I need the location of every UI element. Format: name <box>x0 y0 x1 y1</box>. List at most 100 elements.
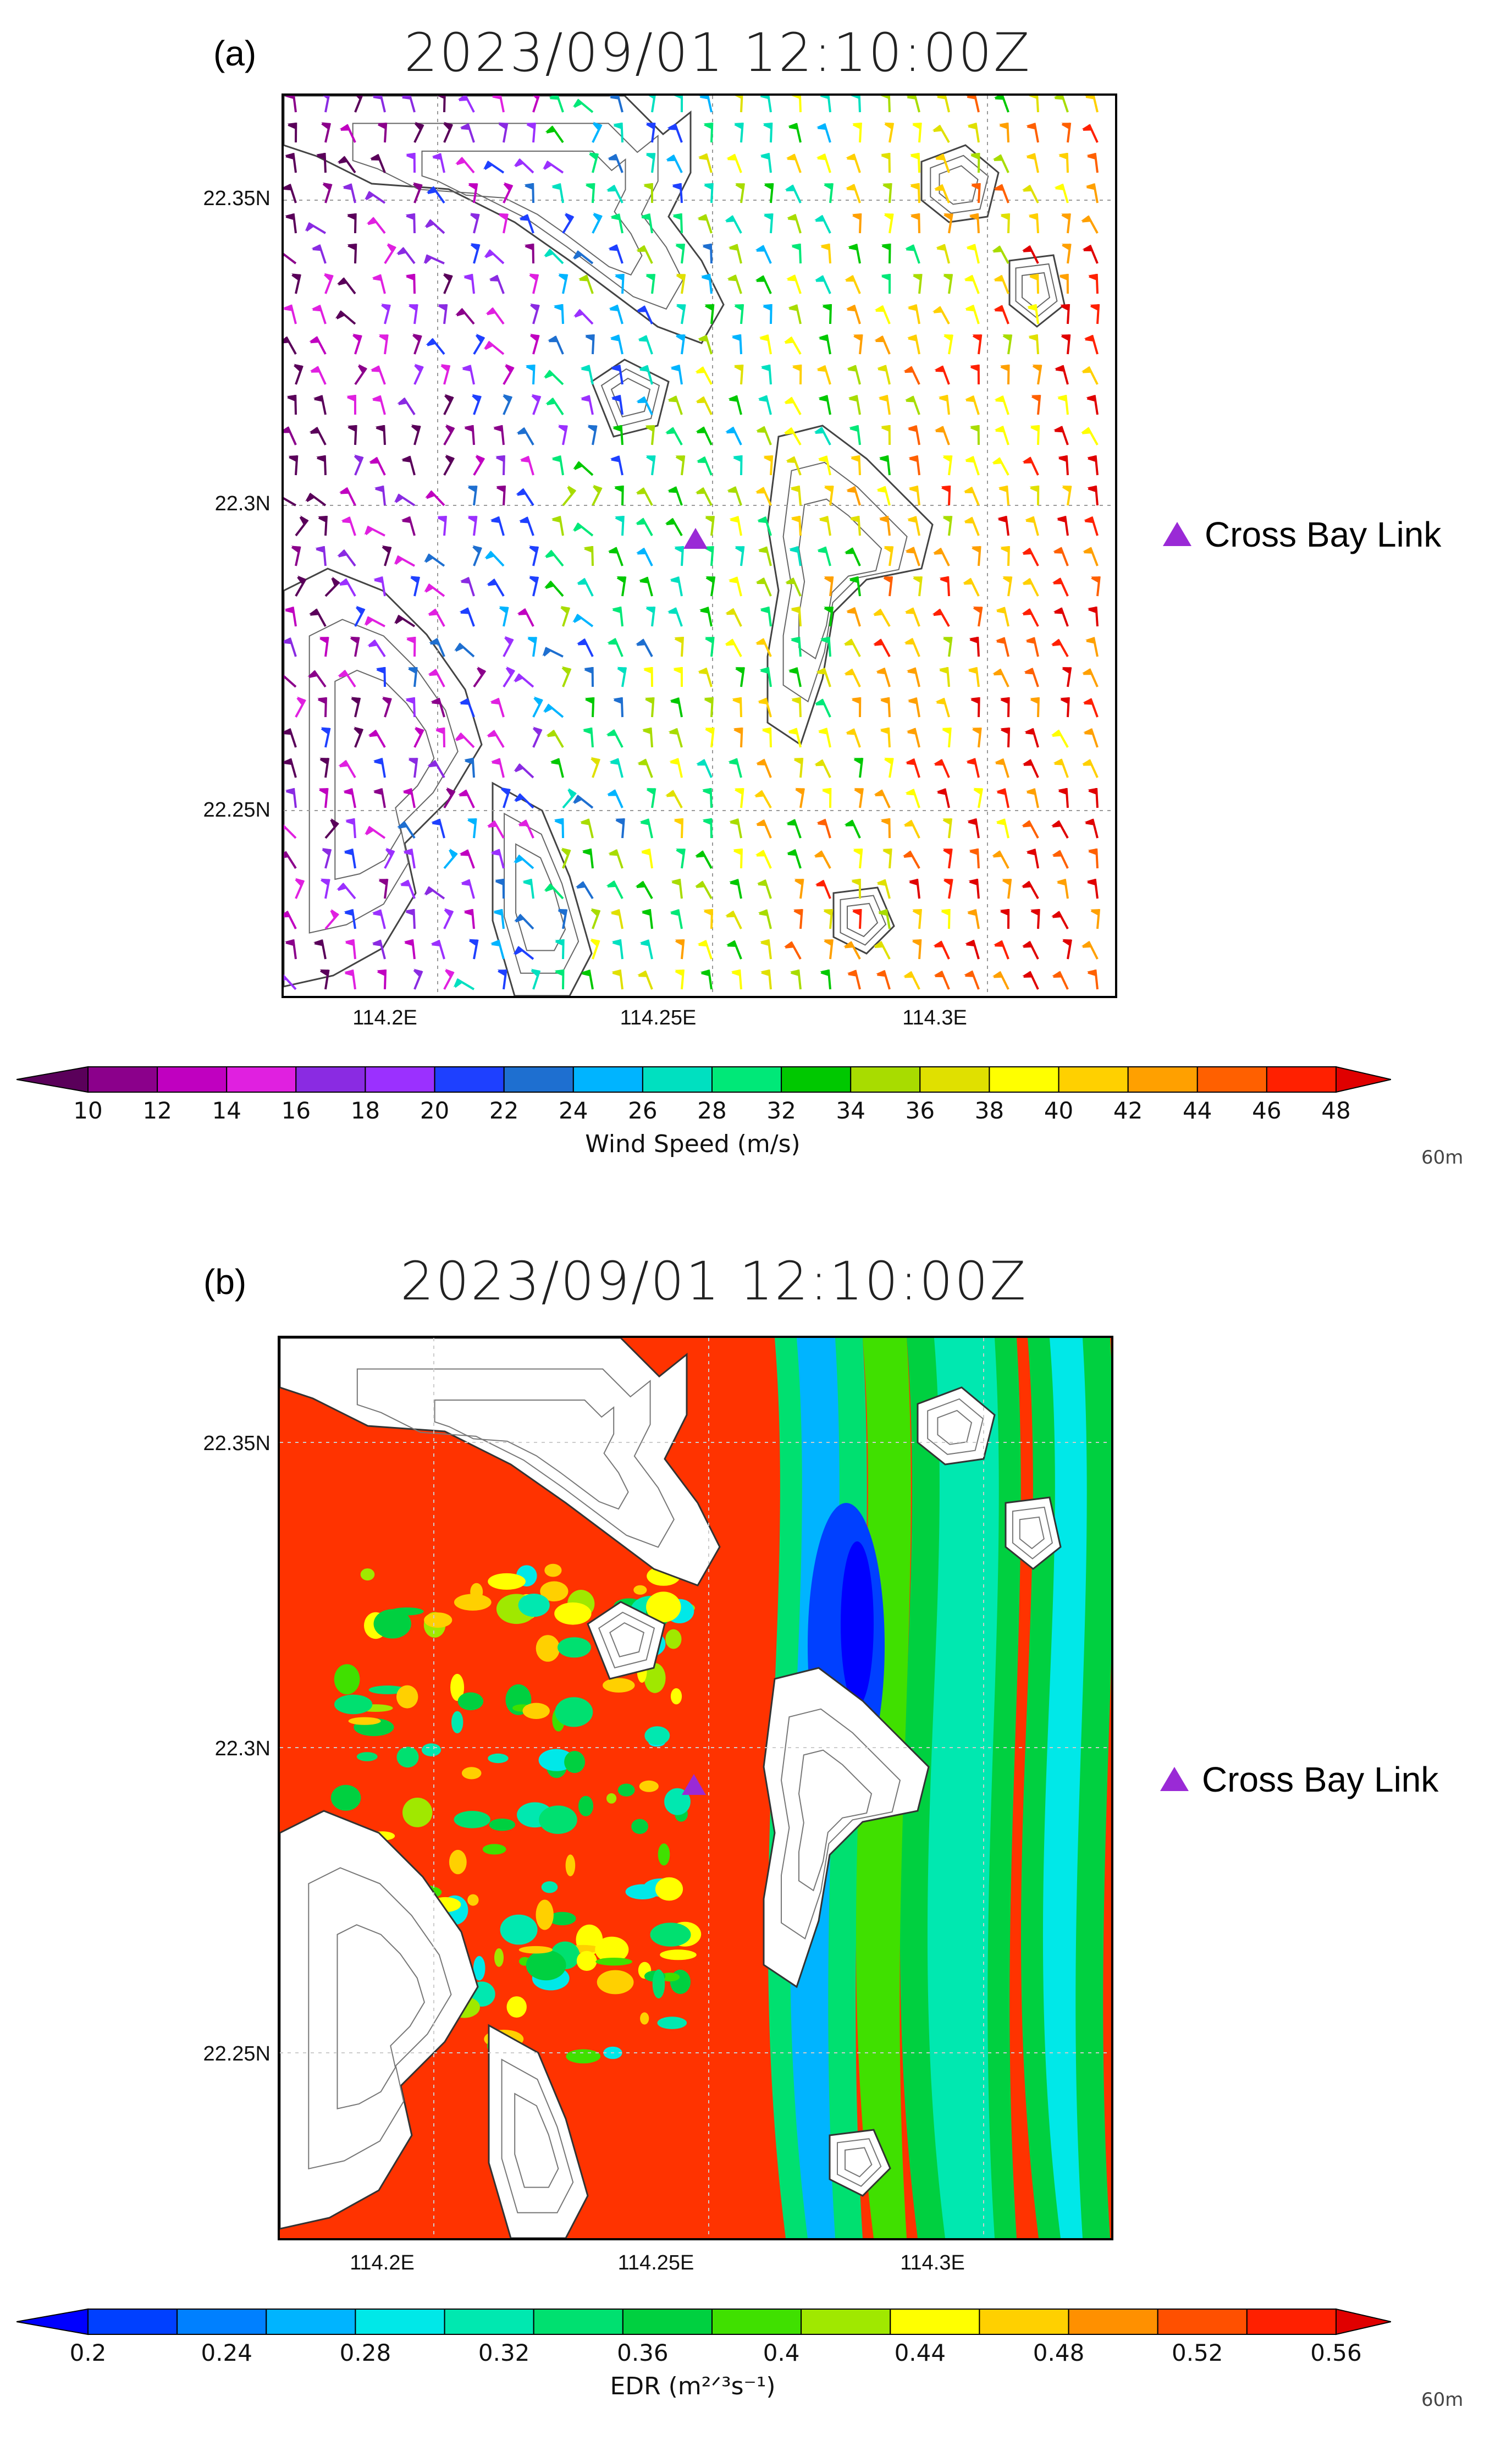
wind-barb <box>405 908 416 929</box>
wind-barb <box>991 457 1009 476</box>
wind-barb <box>882 183 892 203</box>
wind-barb <box>850 96 861 113</box>
wind-barb <box>461 365 475 385</box>
wind-barb <box>503 394 513 415</box>
land-area <box>488 2024 589 2238</box>
wind-barb <box>495 485 506 506</box>
edr-patch <box>576 1951 597 1971</box>
wind-barb <box>614 273 625 294</box>
wind-barb <box>733 727 743 748</box>
wind-barb <box>401 96 416 113</box>
wind-barb <box>288 455 299 476</box>
wind-barb <box>790 606 802 627</box>
wind-barb <box>904 607 920 627</box>
wind-barb <box>853 788 864 808</box>
wind-barb <box>578 274 594 294</box>
wind-barb <box>554 818 564 839</box>
wind-barb <box>460 577 475 597</box>
wind-barb <box>823 607 834 627</box>
wind-barb <box>1057 787 1069 808</box>
colorbar-tick-label: 12 <box>142 1097 172 1124</box>
wind-barb <box>1024 728 1039 748</box>
wind-barb <box>294 363 303 385</box>
legend-entry: Cross Bay Link <box>1163 514 1441 555</box>
wind-barb <box>583 546 594 566</box>
wind-barb <box>935 697 950 718</box>
wind-barb <box>372 939 386 960</box>
edr-patch <box>506 1996 527 2018</box>
wind-barb <box>443 787 456 809</box>
x-tick-label: 114.3E <box>902 1006 967 1029</box>
wind-barb <box>354 605 366 627</box>
wind-barb <box>284 728 297 748</box>
wind-barb <box>572 795 594 809</box>
wind-barb <box>942 455 953 476</box>
wind-barb <box>704 304 715 324</box>
wind-barb <box>791 515 802 536</box>
wind-barb <box>428 638 445 657</box>
wind-barb <box>1084 334 1099 355</box>
wind-barb <box>313 395 327 415</box>
coastline <box>591 359 670 438</box>
wind-barb <box>284 758 297 778</box>
wind-barb <box>341 516 356 536</box>
edr-patch <box>595 1958 632 1966</box>
wind-barb <box>853 758 864 778</box>
wind-barb <box>912 939 922 960</box>
wind-barb <box>785 184 802 203</box>
wind-barb <box>614 485 624 506</box>
wind-barb <box>546 729 564 748</box>
wind-barb <box>562 787 577 809</box>
wind-barb <box>558 425 568 445</box>
terrain-contour <box>939 165 979 205</box>
wind-barb <box>735 183 746 203</box>
wind-barb <box>676 304 686 324</box>
wind-barb <box>503 363 515 385</box>
wind-barb <box>529 546 539 566</box>
wind-barb <box>822 304 832 324</box>
wind-barb <box>942 516 953 536</box>
wind-barb <box>703 908 714 929</box>
wind-barb <box>906 96 920 113</box>
wind-barb <box>354 726 364 748</box>
wind-barb <box>339 124 356 143</box>
wind-barb <box>873 941 891 960</box>
wind-barb <box>431 697 445 718</box>
edr-patch <box>450 1673 465 1701</box>
wind-barb <box>454 732 475 748</box>
wind-barb <box>338 759 356 779</box>
wind-speed-colorbar <box>16 1066 1391 1093</box>
wind-barb <box>727 274 742 294</box>
edr-patch <box>595 1936 629 1963</box>
wind-barb <box>443 424 455 445</box>
wind-barb <box>759 667 772 687</box>
wind-barb <box>852 908 862 929</box>
wind-barb <box>758 395 772 415</box>
wind-barb <box>514 158 534 174</box>
wind-barb <box>284 250 297 265</box>
wind-barb <box>410 576 421 597</box>
wind-barb <box>814 698 831 718</box>
wind-barb <box>531 968 541 990</box>
wind-barb <box>667 486 683 506</box>
wind-barb <box>490 849 505 869</box>
wind-barb <box>755 850 772 869</box>
wind-barb <box>759 939 772 960</box>
wind-barb <box>609 304 623 324</box>
wind-barb <box>384 243 396 265</box>
wind-barb <box>728 576 742 597</box>
wind-barb <box>824 486 834 506</box>
wind-barb <box>843 638 861 657</box>
wind-barb <box>336 277 356 295</box>
wind-barb <box>424 490 445 506</box>
wind-barb <box>562 485 577 506</box>
wind-barb <box>1022 548 1039 566</box>
wind-barb <box>347 243 357 264</box>
wind-barb <box>338 578 356 597</box>
wind-barb <box>964 456 980 476</box>
wind-barb <box>460 123 475 143</box>
terrain-contour <box>609 1622 645 1657</box>
wind-barb <box>881 273 891 294</box>
wind-barb <box>793 757 804 778</box>
wind-barb <box>295 878 305 899</box>
